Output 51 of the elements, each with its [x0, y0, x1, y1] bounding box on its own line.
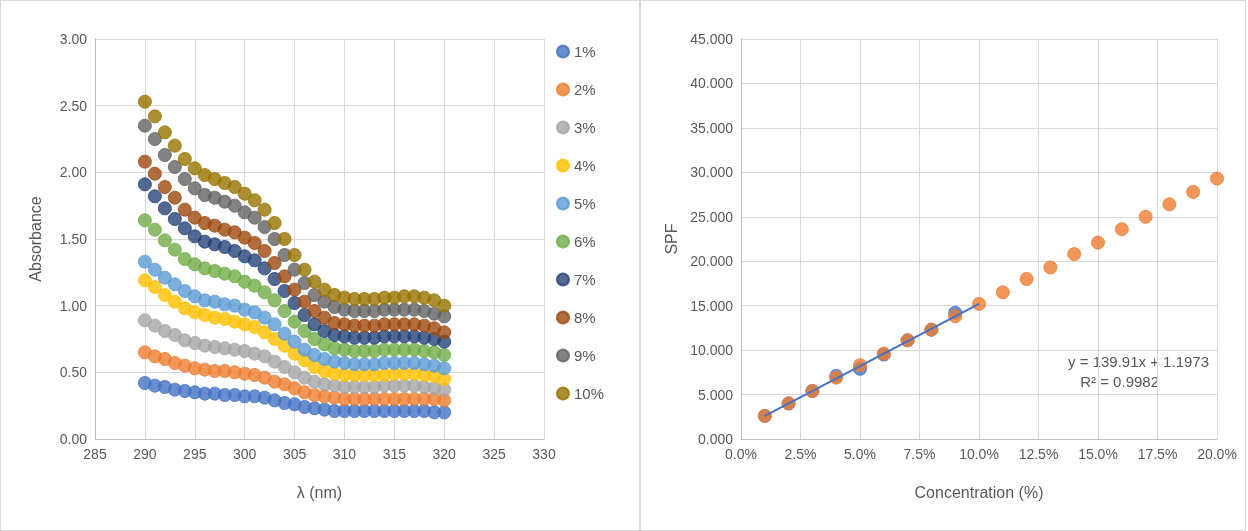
legend-label: 3%	[573, 119, 596, 136]
x-axis-title: λ (nm)	[296, 483, 343, 501]
legend-label: 2%	[573, 81, 596, 98]
x-tick-label: 17.5%	[1137, 446, 1178, 462]
y-tick-label: 1.50	[59, 231, 88, 247]
x-tick-label: 325	[482, 446, 506, 462]
legend-label: 10%	[573, 385, 605, 402]
x-tick-label: 7.5%	[903, 446, 936, 462]
x-tick-label: 20.0%	[1197, 446, 1237, 462]
x-tick-label: 330	[532, 446, 556, 462]
x-tick-label: 15.0%	[1078, 446, 1118, 462]
y-tick-label: 30.000	[690, 164, 734, 181]
x-tick-label: 300	[232, 446, 257, 462]
x-tick-label: 310	[332, 446, 357, 462]
y-tick-label: 10.000	[690, 342, 734, 359]
x-tick-label: 295	[183, 446, 207, 462]
x-tick-label: 10.0%	[959, 446, 999, 462]
y-tick-label: 20.000	[690, 253, 734, 270]
x-tick-label: 315	[382, 446, 407, 462]
legend-label: 1%	[573, 43, 596, 60]
y-tick-label: 45.000	[690, 31, 734, 47]
y-tick-label: 0.00	[59, 431, 88, 447]
legend-label: 6%	[573, 233, 596, 250]
y-tick-label: 2.50	[59, 97, 88, 114]
annotation: R² = 0.9982	[1080, 373, 1160, 390]
legend-label: 7%	[573, 271, 596, 288]
legend-label: 5%	[573, 195, 596, 212]
y-tick-label: 15.000	[690, 297, 734, 314]
y-tick-label: 5.000	[697, 386, 734, 403]
x-tick-label: 0.0%	[725, 446, 757, 462]
legend-label: 4%	[573, 157, 596, 174]
legend-label: 8%	[573, 309, 596, 326]
y-tick-label: 0.000	[697, 431, 734, 447]
x-tick-label: 290	[133, 446, 157, 462]
y-tick-label: 25.000	[690, 208, 734, 225]
y-axis-title: Absorbance	[26, 196, 44, 282]
x-tick-label: 5.0%	[844, 446, 876, 462]
x-tick-label: 285	[83, 446, 107, 462]
y-tick-label: 3.00	[59, 31, 88, 47]
x-tick-label: 305	[282, 446, 307, 462]
x-tick-label: 2.5%	[784, 446, 817, 462]
y-tick-label: 2.00	[59, 164, 88, 181]
y-axis-title: SPF	[662, 223, 680, 255]
y-tick-label: 0.50	[59, 364, 88, 381]
x-tick-label: 320	[432, 446, 457, 462]
x-axis-title: Concentration (%)	[914, 483, 1044, 501]
legend-label: 9%	[573, 347, 596, 364]
x-tick-label: 12.5%	[1018, 446, 1059, 462]
y-tick-label: 35.000	[690, 119, 734, 136]
y-tick-label: 40.000	[690, 75, 734, 92]
y-tick-label: 1.00	[59, 297, 88, 314]
